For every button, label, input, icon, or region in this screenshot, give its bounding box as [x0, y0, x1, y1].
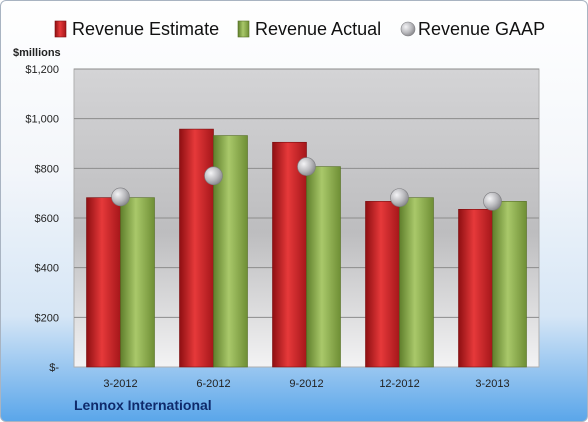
- y-tick-label: $800: [35, 163, 59, 175]
- bar-revenue-actual-12-2012: [399, 197, 434, 368]
- legend-key-revenue-estimate: [54, 20, 67, 38]
- y-tick-label: $600: [35, 213, 59, 225]
- marker-revenue-gaap-3-2013: [483, 192, 502, 211]
- y-axis-unit-label: $millions: [13, 47, 61, 59]
- bar-revenue-estimate-6-2012: [179, 128, 214, 368]
- legend: Revenue Estimate Revenue Actual Revenue GA…: [54, 19, 545, 39]
- bar-revenue-actual-3-2012: [120, 197, 155, 368]
- bar-revenue-estimate-9-2012: [272, 141, 307, 368]
- x-tick-label: 12-2012: [379, 378, 419, 390]
- gaap-markers: [111, 157, 502, 211]
- bar-revenue-actual-3-2013: [492, 201, 527, 368]
- x-tick-label: 6-2012: [196, 378, 230, 390]
- legend-label: Revenue GAAP: [418, 19, 545, 39]
- marker-revenue-gaap-12-2012: [390, 188, 409, 207]
- bar-revenue-actual-9-2012: [306, 166, 341, 368]
- x-tick-label: 9-2012: [289, 378, 323, 390]
- legend-label: Revenue Estimate: [72, 19, 219, 39]
- marker-revenue-gaap-3-2012: [111, 187, 130, 207]
- x-axis: 3-2012 6-2012 9-2012 12-2012 3-2013: [103, 378, 509, 390]
- company-name: Lennox International: [74, 397, 212, 413]
- y-tick-label: $400: [35, 263, 59, 275]
- marker-revenue-gaap-9-2012: [297, 157, 316, 176]
- bars: [86, 128, 527, 368]
- x-tick-label: 3-2013: [475, 378, 509, 390]
- bar-revenue-estimate-3-2012: [86, 197, 121, 368]
- marker-revenue-gaap-6-2012: [204, 166, 223, 186]
- legend-key-revenue-gaap: [400, 21, 416, 37]
- bar-revenue-estimate-12-2012: [365, 201, 400, 368]
- y-tick-label: $-: [49, 362, 59, 374]
- x-tick-label: 3-2012: [103, 378, 137, 390]
- bar-revenue-estimate-3-2013: [458, 209, 493, 368]
- y-tick-label: $1,200: [25, 64, 59, 76]
- y-tick-label: $200: [35, 312, 59, 324]
- y-tick-label: $1,000: [25, 114, 59, 126]
- legend-key-revenue-actual: [237, 20, 250, 38]
- y-axis: $- $200 $400 $600 $800 $1,000 $1,200: [25, 64, 59, 374]
- legend-label: Revenue Actual: [255, 19, 381, 39]
